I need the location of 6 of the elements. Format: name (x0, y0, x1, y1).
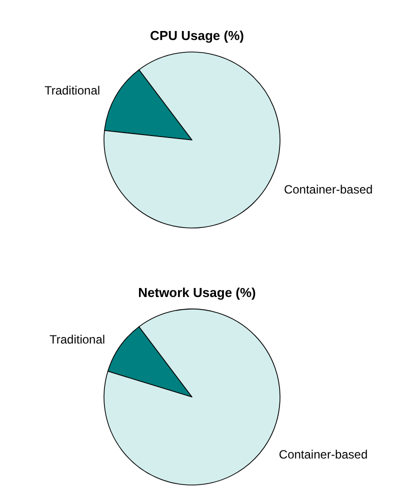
slice-label: Container-based (284, 182, 373, 196)
chart-title: CPU Usage (%) (150, 28, 244, 43)
slice-label: Traditional (44, 84, 100, 98)
slice-label: Traditional (49, 332, 106, 347)
chart-title: Network Usage (%) (138, 285, 256, 300)
slice-label: Container-based (278, 447, 368, 462)
